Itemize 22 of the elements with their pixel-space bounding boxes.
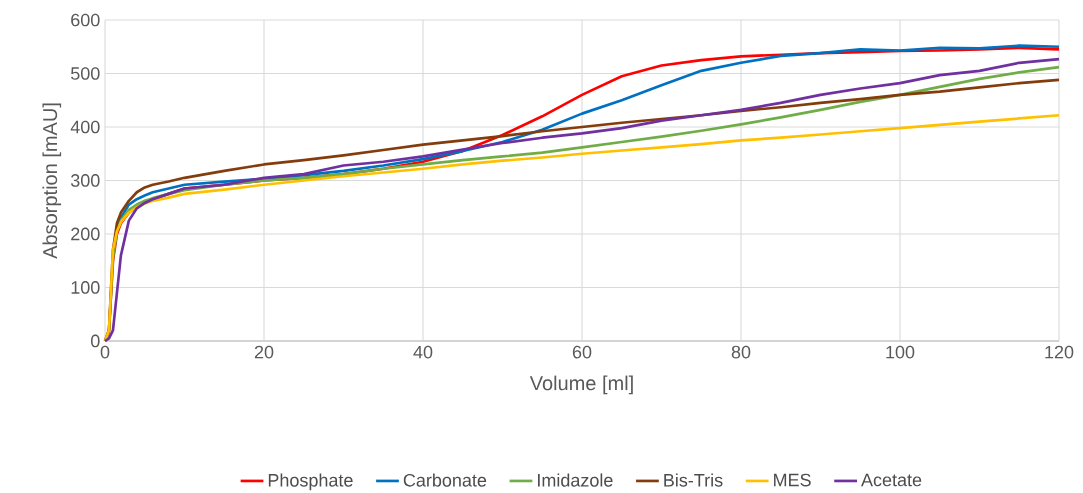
x-tick-label: 0 (100, 345, 110, 359)
y-tick-label: 300 (70, 174, 100, 187)
y-tick-label: 500 (70, 67, 100, 80)
legend-label: Phosphate (268, 473, 353, 491)
y-axis-title: Absorption [mAU] (42, 103, 62, 259)
x-axis-title: Volume [ml] (529, 375, 633, 395)
x-tick-label: 60 (572, 345, 592, 359)
x-tick-label: 80 (731, 345, 751, 359)
legend-label: Carbonate (403, 473, 487, 487)
x-tick-label: 20 (254, 345, 274, 359)
legend-label: Imidazole (538, 473, 613, 487)
y-tick-label: 100 (71, 281, 100, 294)
x-tick-label: 40 (413, 345, 433, 359)
x-tick-label: 100 (886, 345, 915, 359)
y-tick-label: 400 (70, 120, 100, 134)
legend-label: Bis-Tris (664, 473, 723, 487)
legend-label: MES (774, 473, 811, 487)
y-tick-label: 200 (71, 227, 100, 241)
y-tick-label: 0 (91, 334, 100, 348)
y-tick-label: 600 (71, 13, 100, 27)
x-tick-label: 120 (1045, 345, 1074, 359)
legend-label: Acetate (861, 473, 922, 487)
